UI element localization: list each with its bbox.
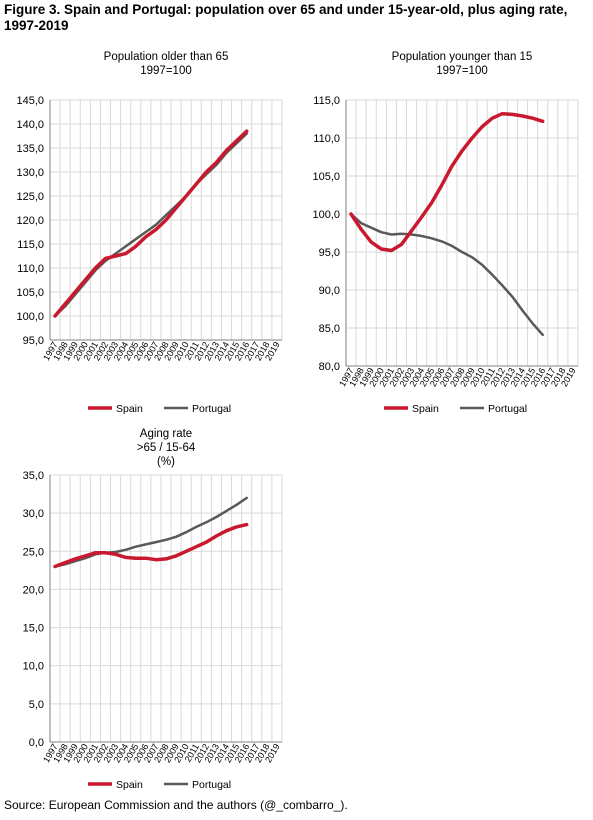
y-tick-label: 95,0 xyxy=(319,247,340,259)
legend-label-spain: Spain xyxy=(116,403,143,415)
y-tick-label: 90,0 xyxy=(319,285,340,297)
chart-aging-rate: Aging rate >65 / 15-64 (%) 0,0 5,0 10,0 15,0 20… xyxy=(23,428,283,791)
y-tick-label: 120,0 xyxy=(16,215,44,227)
y-tick-label: 115,0 xyxy=(17,239,44,251)
y-tick-label: 105,0 xyxy=(16,287,44,299)
legend-label-portugal: Portugal xyxy=(192,403,231,415)
y-tick-label: 135,0 xyxy=(16,143,44,155)
y-tick-label: 100,0 xyxy=(312,209,340,221)
y-tick-label: 85,0 xyxy=(319,323,340,335)
y-tick-label: 125,0 xyxy=(16,191,44,203)
y-tick-label: 110,0 xyxy=(313,133,340,145)
chart-title-line: Aging rate xyxy=(140,428,192,440)
chart-title-line: (%) xyxy=(157,456,175,468)
legend-label-spain: Spain xyxy=(412,403,439,415)
y-tick-label: 130,0 xyxy=(16,167,44,179)
y-tick-label: 0,0 xyxy=(29,737,44,749)
y-tick-label: 140,0 xyxy=(16,119,44,131)
chart-title-line: >65 / 15-64 xyxy=(137,442,196,454)
y-tick-label: 95,0 xyxy=(23,335,44,347)
source-note: Source: European Commission and the auth… xyxy=(4,798,348,812)
chart-title-line: Population older than 65 xyxy=(104,51,229,63)
chart-population-under-15: Population younger than 15 1997=100 80,0 85… xyxy=(312,51,579,415)
series-line-portugal xyxy=(53,496,248,568)
series-line-spain xyxy=(53,522,249,569)
chart-title-line: Population younger than 15 xyxy=(392,51,533,63)
figure-title: Figure 3. Spain and Portugal: population… xyxy=(4,2,568,33)
y-tick-label: 10,0 xyxy=(23,661,44,673)
legend-label-portugal: Portugal xyxy=(488,403,527,415)
chart-title-line: 1997=100 xyxy=(436,65,488,77)
series-line-spain xyxy=(349,111,545,253)
y-tick-label: 25,0 xyxy=(23,546,44,558)
y-tick-label: 110,0 xyxy=(17,263,44,275)
chart-population-over-65: Population older than 65 1997=100 95,0 100,… xyxy=(16,51,283,415)
y-tick-label: 20,0 xyxy=(23,584,44,596)
legend-label-spain: Spain xyxy=(116,779,143,791)
y-tick-label: 30,0 xyxy=(23,508,44,520)
series-line-portugal xyxy=(349,212,544,337)
y-tick-label: 115,0 xyxy=(313,95,340,107)
y-tick-label: 145,0 xyxy=(16,95,44,107)
legend-label-portugal: Portugal xyxy=(192,779,231,791)
series-line-spain xyxy=(53,129,249,318)
y-tick-label: 80,0 xyxy=(319,361,340,373)
y-tick-label: 105,0 xyxy=(312,171,340,183)
y-tick-label: 100,0 xyxy=(16,311,44,323)
y-tick-label: 35,0 xyxy=(23,470,44,482)
chart-title-line: 1997=100 xyxy=(140,65,192,77)
y-tick-label: 15,0 xyxy=(23,623,44,635)
y-tick-label: 5,0 xyxy=(29,699,44,711)
